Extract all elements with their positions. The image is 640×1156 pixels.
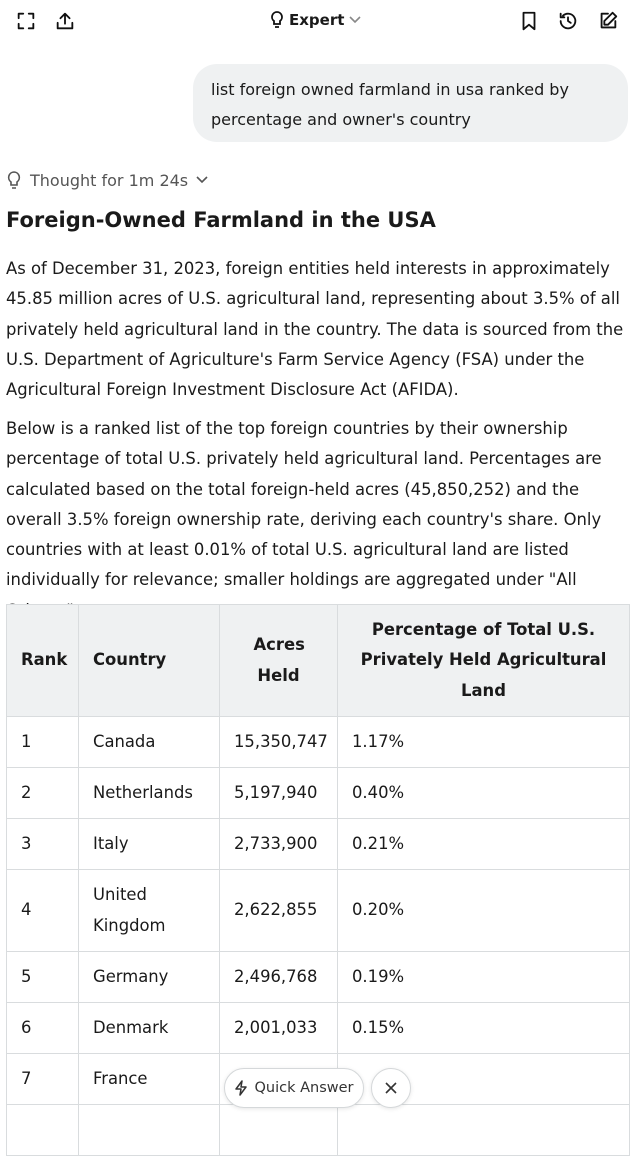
table-cell: 4	[6, 869, 79, 952]
chevron	[349, 16, 361, 24]
table-row: 4 United Kingdom 2,622,855 0.20%	[6, 869, 630, 952]
table-cell: 2,622,855	[219, 869, 338, 952]
table-cell: 2,733,900	[219, 818, 338, 870]
bookmark-button[interactable]	[518, 10, 540, 32]
column-header: Country	[78, 604, 220, 717]
table-cell: Netherlands	[78, 767, 220, 819]
table-cell: 2,001,033	[219, 1002, 338, 1054]
header-row: Rank Country Acres Held Percentage of Total…	[6, 604, 630, 717]
thought-toggle[interactable]: Thought for 1m 24s	[6, 168, 208, 192]
response-title: Foreign-Owned Farmland in the USA	[6, 208, 436, 232]
table-cell: Canada	[78, 716, 220, 768]
table-cell: 6	[6, 1002, 79, 1054]
chevron	[196, 176, 208, 184]
table-cell: 2,496,768	[219, 951, 338, 1003]
table-cell	[6, 1104, 79, 1156]
quick-answer-label: Quick Answer	[254, 1080, 354, 1096]
column-header-text: Acres Held	[253, 635, 305, 685]
table-row	[6, 1104, 630, 1156]
table-cell: 0.40%	[337, 767, 630, 819]
expand-button[interactable]	[15, 10, 37, 32]
table-cell: Denmark	[78, 1002, 220, 1054]
quick-answer-button[interactable]: Quick Answer	[224, 1068, 364, 1108]
column-header-text: Rank	[21, 650, 68, 670]
paragraph: Below is a ranked list of the top foreig…	[6, 419, 602, 620]
column-header-text: Country	[93, 650, 167, 670]
close-icon	[385, 1082, 397, 1094]
table-cell: 1	[6, 716, 79, 768]
table-cell: 2	[6, 767, 79, 819]
share-button[interactable]	[54, 10, 76, 32]
column-header-text: Percentage of Total U.S. Privately Held …	[360, 619, 607, 700]
close-button[interactable]	[371, 1068, 411, 1108]
history-button[interactable]	[557, 10, 579, 32]
table-cell	[219, 1104, 338, 1156]
table-cell: 5	[6, 951, 79, 1003]
table-cell: 15,350,747	[219, 716, 338, 768]
table-cell: United Kingdom	[78, 869, 220, 952]
table-cell: 7	[6, 1053, 79, 1105]
column-header: Acres Held	[219, 604, 338, 717]
table-cell	[337, 1104, 630, 1156]
mode-label: Expert	[289, 11, 345, 29]
table-cell: 0.15%	[337, 1002, 630, 1054]
table-cell: 0.20%	[337, 869, 630, 952]
bolt-icon	[235, 1080, 248, 1096]
table-cell	[78, 1104, 220, 1156]
bulb-icon	[271, 11, 283, 28]
page: {"header": {"mode": "Expert"}, "conversa…	[6, 9, 630, 1156]
table-cell: Italy	[78, 818, 220, 870]
table-cell: 5,197,940	[219, 767, 338, 819]
table-row: 3 Italy 2,733,900 0.21%	[6, 818, 630, 870]
mode-selector[interactable]: Expert	[270, 9, 361, 31]
thought-label: Thought for 1m 24s	[30, 170, 189, 190]
data-table: Rank Country Acres Held Percentage of Total…	[6, 604, 630, 1156]
user-message: list foreign owned farmland in usa ranke…	[193, 64, 628, 142]
table-row: 1 Canada 15,350,747 1.17%	[6, 716, 630, 768]
table-cell: 0.19%	[337, 951, 630, 1003]
table-cell: 0.21%	[337, 818, 630, 870]
column-header: Percentage of Total U.S. Privately Held …	[337, 604, 630, 717]
table-cell: France	[78, 1053, 220, 1105]
table-row: 2 Netherlands 5,197,940 0.40%	[6, 767, 630, 819]
table-cell: 3	[6, 818, 79, 870]
table-cell: 1.17%	[337, 716, 630, 768]
bulb-icon	[7, 171, 21, 189]
column-header: Rank	[6, 604, 79, 717]
table-row: 6 Denmark 2,001,033 0.15%	[6, 1002, 630, 1054]
new-chat-button[interactable]	[597, 10, 619, 32]
table-row: 5 Germany 2,496,768 0.19%	[6, 951, 630, 1003]
table-cell: Germany	[78, 951, 220, 1003]
paragraph: As of December 31, 2023, foreign entitie…	[6, 259, 624, 400]
